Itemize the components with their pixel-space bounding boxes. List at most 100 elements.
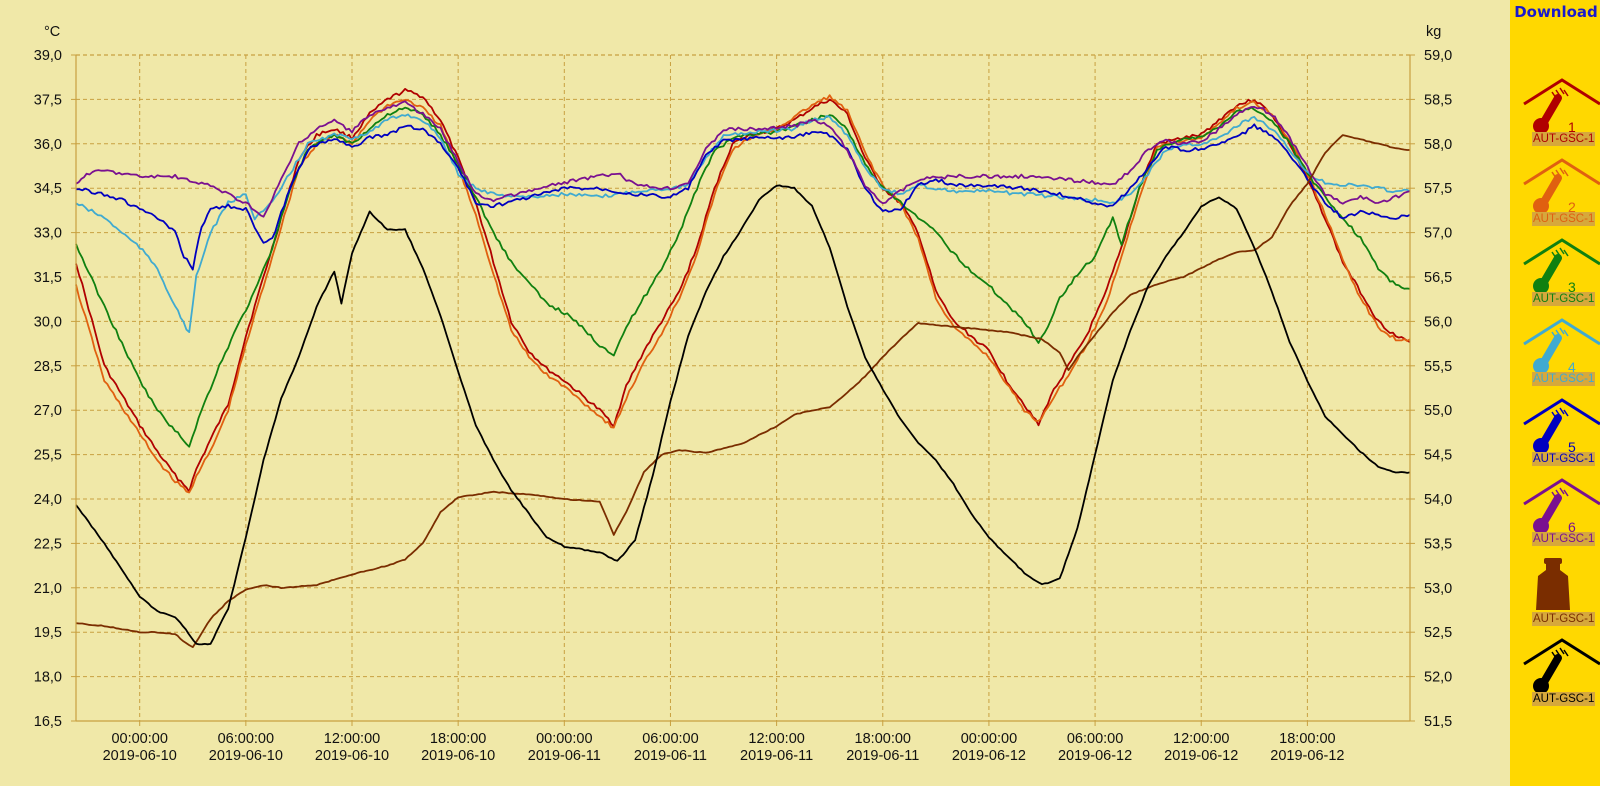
y-tick-right-label: 52,0 <box>1424 670 1452 686</box>
weight-icon <box>1536 558 1570 610</box>
chart-axes: 16,5 18,0 19,5 21,0 22,5 24,0 25,5 27,0 28,5 30,0… <box>34 48 1452 764</box>
y-axis-left-label: °C <box>44 24 60 40</box>
x-tick-date-label: 2019-06-11 <box>740 748 813 764</box>
y-tick-left-label: 34,5 <box>34 181 62 197</box>
y-tick-left-label: 16,5 <box>34 714 62 730</box>
thermometer-icon: 2 <box>1523 158 1600 215</box>
series-line <box>75 134 1410 648</box>
x-tick-time-label: 00:00:00 <box>536 731 592 747</box>
y-tick-left-label: 28,5 <box>34 359 62 375</box>
sensor-button[interactable]: 1 AUT-GSC-1 <box>1522 76 1600 152</box>
y-tick-right-label: 53,5 <box>1424 536 1452 552</box>
y-tick-right-label: 51,5 <box>1424 714 1452 730</box>
y-tick-left-label: 36,0 <box>34 137 62 153</box>
chart-grid <box>76 54 1410 722</box>
x-tick-time-label: 18:00:00 <box>1279 731 1335 747</box>
thermometer-icon: 4 <box>1523 318 1600 375</box>
y-tick-left-label: 19,5 <box>34 625 62 641</box>
sensor-button[interactable]: 5 AUT-GSC-1 <box>1522 396 1600 472</box>
thermometer-icon: 1 <box>1523 78 1600 135</box>
sensor-button[interactable]: AUT-GSC-1 <box>1522 556 1600 632</box>
x-tick-time-label: 00:00:00 <box>961 731 1017 747</box>
x-tick-date-label: 2019-06-11 <box>634 748 707 764</box>
y-tick-right-label: 58,5 <box>1424 92 1452 108</box>
y-tick-right-label: 55,0 <box>1424 403 1452 419</box>
sensor-button[interactable]: 2 AUT-GSC-1 <box>1522 156 1600 232</box>
thermometer-icon: 3 <box>1523 238 1600 295</box>
sensor-number: 1 <box>1568 119 1576 135</box>
chart-series <box>75 88 1411 648</box>
y-tick-right-label: 58,0 <box>1424 137 1452 153</box>
y-tick-left-label: 33,0 <box>34 226 62 242</box>
y-tick-left-label: 24,0 <box>34 492 62 508</box>
download-link[interactable]: Download <box>1514 3 1598 21</box>
thermometer-icon: 5 <box>1523 398 1600 455</box>
y-tick-right-label: 56,5 <box>1424 270 1452 286</box>
x-tick-time-label: 12:00:00 <box>1173 731 1229 747</box>
y-tick-right-label: 55,5 <box>1424 359 1452 375</box>
y-tick-right-label: 56,0 <box>1424 314 1452 330</box>
y-tick-right-label: 59,0 <box>1424 48 1452 64</box>
sensor-number: 5 <box>1568 439 1576 455</box>
sensor-label: AUT-GSC-1 <box>1532 292 1596 306</box>
y-tick-right-label: 57,5 <box>1424 181 1452 197</box>
x-tick-date-label: 2019-06-12 <box>952 748 1026 764</box>
y-tick-right-label: 57,0 <box>1424 226 1452 242</box>
sensor-button[interactable]: AUT-GSC-1 <box>1522 636 1600 712</box>
x-tick-date-label: 2019-06-12 <box>1164 748 1238 764</box>
sensor-number: 3 <box>1568 279 1576 295</box>
y-tick-left-label: 37,5 <box>34 92 62 108</box>
sensor-number: 6 <box>1568 519 1576 535</box>
y-tick-left-label: 30,0 <box>34 314 62 330</box>
series-line <box>75 184 1411 646</box>
sensor-label: AUT-GSC-1 <box>1532 532 1596 546</box>
sensor-number: 4 <box>1568 359 1576 375</box>
sensor-button[interactable]: 3 AUT-GSC-1 <box>1522 236 1600 312</box>
x-tick-date-label: 2019-06-10 <box>315 748 389 764</box>
x-tick-time-label: 18:00:00 <box>430 731 486 747</box>
x-tick-time-label: 00:00:00 <box>111 731 167 747</box>
x-tick-date-label: 2019-06-10 <box>421 748 495 764</box>
y-tick-left-label: 27,0 <box>34 403 62 419</box>
y-tick-left-label: 18,0 <box>34 670 62 686</box>
series-line <box>75 94 1411 494</box>
sensor-number: 2 <box>1568 199 1576 215</box>
x-tick-date-label: 2019-06-11 <box>846 748 919 764</box>
sensor-label: AUT-GSC-1 <box>1532 452 1596 466</box>
x-tick-time-label: 12:00:00 <box>748 731 804 747</box>
sensor-label: AUT-GSC-1 <box>1532 132 1596 146</box>
x-tick-time-label: 12:00:00 <box>324 731 380 747</box>
x-tick-date-label: 2019-06-12 <box>1058 748 1132 764</box>
thermometer-icon: 6 <box>1523 478 1600 535</box>
y-tick-left-label: 25,5 <box>34 448 62 464</box>
y-tick-right-label: 54,5 <box>1424 448 1452 464</box>
sensor-label: AUT-GSC-1 <box>1532 612 1596 626</box>
sensor-label: AUT-GSC-1 <box>1532 692 1596 706</box>
x-tick-time-label: 18:00:00 <box>855 731 911 747</box>
x-tick-date-label: 2019-06-10 <box>209 748 283 764</box>
y-tick-right-label: 54,0 <box>1424 492 1452 508</box>
y-tick-right-label: 52,5 <box>1424 625 1452 641</box>
sensor-label: AUT-GSC-1 <box>1532 212 1596 226</box>
x-tick-time-label: 06:00:00 <box>642 731 698 747</box>
x-tick-time-label: 06:00:00 <box>218 731 274 747</box>
sensor-button[interactable]: 4 AUT-GSC-1 <box>1522 316 1600 392</box>
y-tick-right-label: 53,0 <box>1424 581 1452 597</box>
y-tick-left-label: 39,0 <box>34 48 62 64</box>
series-line <box>75 88 1411 493</box>
y-tick-left-label: 21,0 <box>34 581 62 597</box>
x-tick-date-label: 2019-06-11 <box>528 748 601 764</box>
thermometer-icon <box>1523 638 1600 694</box>
x-tick-date-label: 2019-06-10 <box>103 748 177 764</box>
x-tick-date-label: 2019-06-12 <box>1270 748 1344 764</box>
series-line <box>75 123 1411 271</box>
y-tick-left-label: 31,5 <box>34 270 62 286</box>
series-line <box>75 113 1411 334</box>
x-tick-time-label: 06:00:00 <box>1067 731 1123 747</box>
y-tick-left-label: 22,5 <box>34 536 62 552</box>
sensor-label: AUT-GSC-1 <box>1532 372 1596 386</box>
y-axis-right-label: kg <box>1426 24 1441 40</box>
sensor-button[interactable]: 6 AUT-GSC-1 <box>1522 476 1600 552</box>
line-chart: 16,5 18,0 19,5 21,0 22,5 24,0 25,5 27,0 28,5 30,0… <box>34 24 1452 764</box>
series-line <box>75 100 1411 218</box>
